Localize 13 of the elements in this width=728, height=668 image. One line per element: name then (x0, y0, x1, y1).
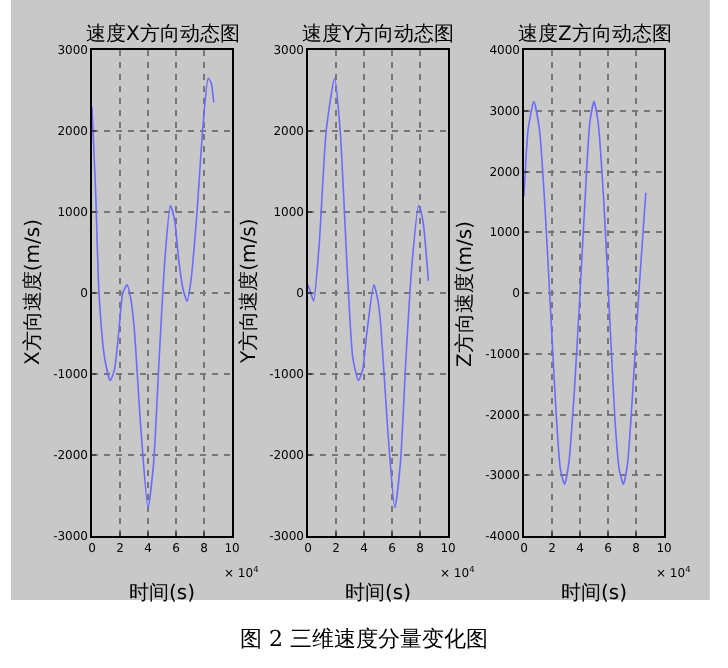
chart-title: 速度Y方向动态图 (302, 22, 455, 46)
chart-title: 速度X方向动态图 (86, 22, 240, 46)
line-series (92, 77, 215, 509)
y-axis-title: Y方向速度(m/s) (237, 218, 261, 365)
y-axis-title: X方向速度(m/s) (21, 218, 45, 365)
x-axis-title: 时间(s) (128, 581, 196, 605)
x-axis-title: 时间(s) (344, 581, 412, 605)
chart-title: 速度Z方向动态图 (518, 22, 672, 46)
x-axis-title: 时间(s) (560, 581, 628, 605)
line-series (524, 100, 647, 486)
y-axis-title: Z方向速度(m/s) (453, 220, 477, 367)
line-series (308, 77, 430, 509)
caption: 图 2 三维速度分量变化图 (240, 626, 488, 652)
